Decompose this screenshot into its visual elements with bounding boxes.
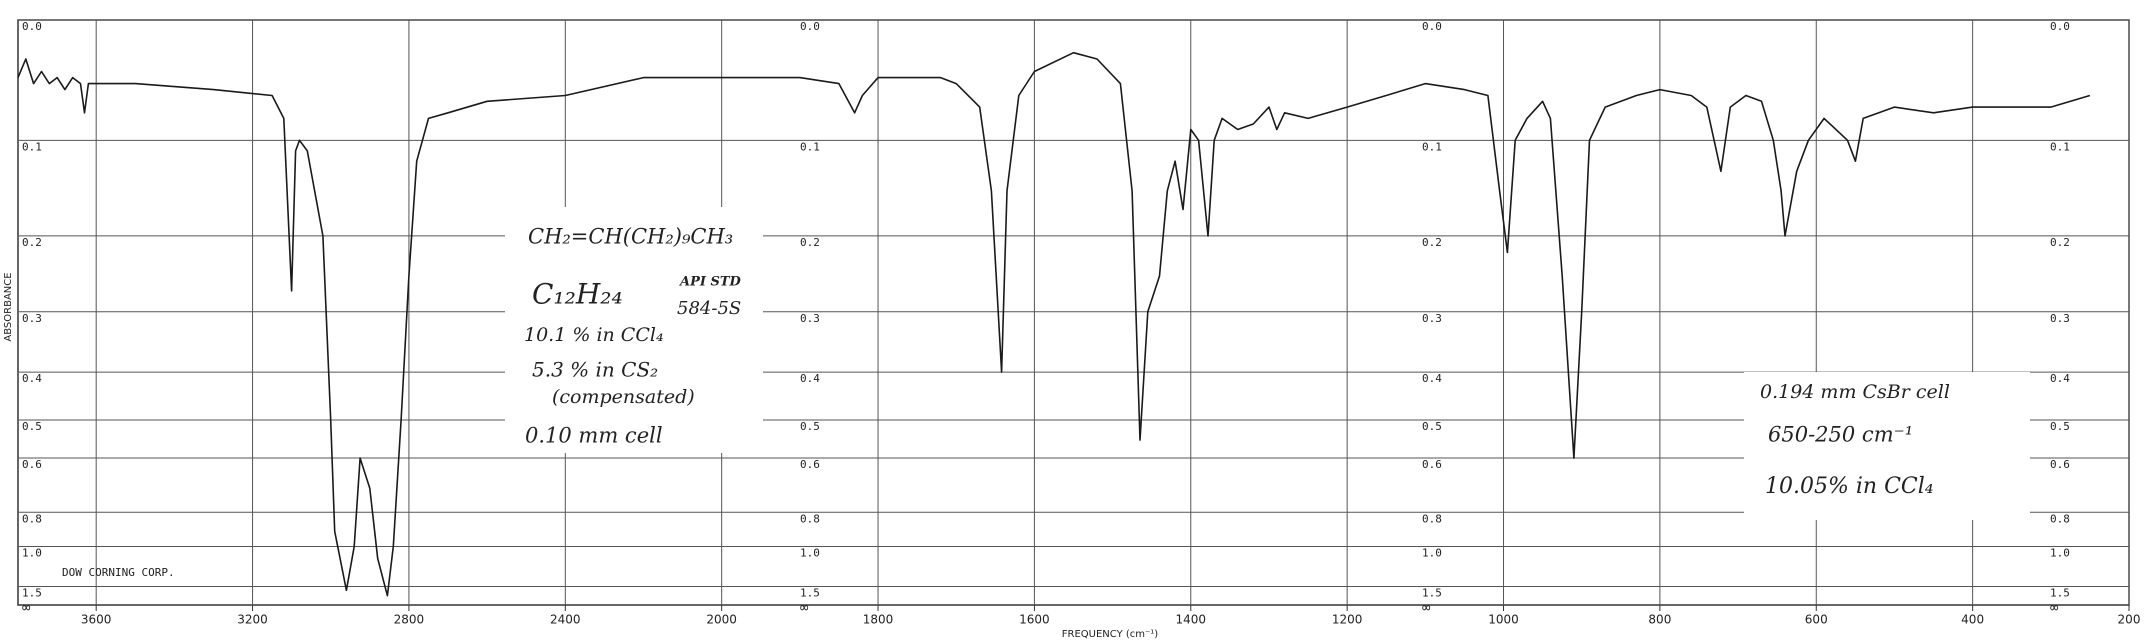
y-tick-label: 0.6 xyxy=(800,458,820,471)
y-tick-label: 1.5 xyxy=(1422,587,1442,600)
y-tick-label: 0.8 xyxy=(2050,512,2070,525)
y-tick-label: 0.2 xyxy=(2050,236,2070,249)
annotation: 0.194 mm CsBr cell xyxy=(1760,381,1950,403)
x-tick-label: 3600 xyxy=(81,613,112,627)
y-tick-label: 0.0 xyxy=(800,20,820,33)
x-tick-label: 1400 xyxy=(1176,613,1207,627)
y-tick-label: 0.2 xyxy=(800,236,820,249)
y-tick-label: 0.4 xyxy=(800,372,820,385)
annotation: 5.3 % in CS₂ xyxy=(532,358,658,382)
y-tick-label: 1.5 xyxy=(2050,587,2070,600)
annotation-boxes xyxy=(505,207,2030,520)
x-axis-label: FREQUENCY (cm⁻¹) xyxy=(1062,629,1159,640)
y-tick-label: 0.6 xyxy=(1422,458,1442,471)
grid-layer xyxy=(17,19,2130,611)
y-tick-label: 1.0 xyxy=(1422,547,1442,560)
y-tick-label: 1.0 xyxy=(800,547,820,560)
y-tick-label: 0.0 xyxy=(2050,20,2070,33)
y-tick-label: 1.5 xyxy=(800,587,820,600)
annotation-box xyxy=(1744,372,2030,520)
y-axis-label: ABSORBANCE xyxy=(3,272,14,341)
y-tick-label: ∞ xyxy=(800,600,809,616)
x-tick-label: 3200 xyxy=(237,613,268,627)
x-tick-label: 200 xyxy=(2118,613,2141,627)
x-tick-label: 1200 xyxy=(1332,613,1363,627)
y-tick-label: 0.3 xyxy=(1422,312,1442,325)
annotation: 650-250 cm⁻¹ xyxy=(1768,423,1913,447)
y-tick-label: 0.1 xyxy=(1422,140,1442,153)
line-layer xyxy=(17,51,2091,597)
y-tick-label: 0.3 xyxy=(2050,312,2070,325)
y-tick-label: 0.4 xyxy=(2050,372,2070,385)
x-tick-label: 1600 xyxy=(1019,613,1050,627)
x-tick-label: 1800 xyxy=(863,613,894,627)
annotation: C₁₂H₂₄ xyxy=(532,278,623,311)
annotation: 584-5S xyxy=(677,298,741,319)
y-tick-label: 0.0 xyxy=(22,20,42,33)
y-tick-label: 0.5 xyxy=(800,420,820,433)
y-tick-label: 0.3 xyxy=(800,312,820,325)
y-tick-label: 0.1 xyxy=(2050,140,2070,153)
y-tick-label: 0.1 xyxy=(22,140,42,153)
annotation: 10.05% in CCl₄ xyxy=(1765,474,1934,499)
y-tick-label: 0.5 xyxy=(1422,420,1442,433)
y-tick-label: 0.3 xyxy=(22,312,42,325)
annotation: (compensated) xyxy=(552,386,695,408)
y-tick-label: 0.8 xyxy=(800,512,820,525)
y-tick-label: 0.5 xyxy=(2050,420,2070,433)
y-tick-label: 0.8 xyxy=(22,512,42,525)
y-tick-label: 0.4 xyxy=(22,372,42,385)
y-tick-label: 1.5 xyxy=(22,587,42,600)
annotation: DOW CORNING CORP. xyxy=(62,566,175,579)
x-tick-label: 2800 xyxy=(394,613,425,627)
y-tick-label: 0.1 xyxy=(800,140,820,153)
spectrum-line xyxy=(17,51,2091,597)
annotation: 10.1 % in CCl₄ xyxy=(524,324,664,346)
text-layer: FREQUENCY (cm⁻¹) ABSORBANCE 0.0 0.0 0.0 0.0… xyxy=(3,20,2140,640)
x-tick-label: 2000 xyxy=(706,613,737,627)
x-tick-label: 400 xyxy=(1961,613,1984,627)
x-tick-label: 1000 xyxy=(1488,613,1519,627)
x-tick-label: 600 xyxy=(1805,613,1828,627)
x-tick-label: 800 xyxy=(1648,613,1671,627)
y-tick-label: 0.2 xyxy=(1422,236,1442,249)
y-tick-label: 1.0 xyxy=(2050,547,2070,560)
annotation: 0.10 mm cell xyxy=(525,424,663,448)
y-tick-label: 0.8 xyxy=(1422,512,1442,525)
y-tick-label: ∞ xyxy=(1422,600,1431,616)
annotation: CH₂=CH(CH₂)₉CH₃ xyxy=(528,225,733,249)
annotation: API STD xyxy=(678,275,742,290)
y-tick-label: 0.6 xyxy=(22,458,42,471)
y-tick-label: 0.6 xyxy=(2050,458,2070,471)
y-tick-label: 1.0 xyxy=(22,547,42,560)
y-tick-label: ∞ xyxy=(22,600,31,616)
y-tick-label: ∞ xyxy=(2050,600,2059,616)
y-tick-label: 0.4 xyxy=(1422,372,1442,385)
y-tick-label: 0.5 xyxy=(22,420,42,433)
y-tick-label: 0.0 xyxy=(1422,20,1442,33)
x-tick-label: 2400 xyxy=(550,613,581,627)
y-tick-label: 0.2 xyxy=(22,236,42,249)
annotation-box xyxy=(505,207,763,453)
